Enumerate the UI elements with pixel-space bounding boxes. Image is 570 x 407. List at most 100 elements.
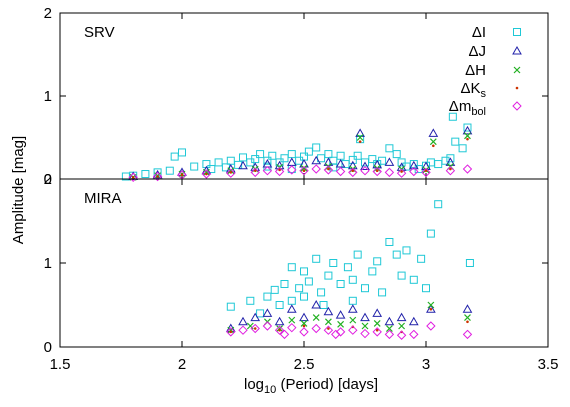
data-point-i — [312, 143, 321, 152]
legend-label-mbol: Δmbol — [449, 98, 486, 118]
data-point-j — [408, 316, 419, 326]
data-point-ks — [302, 324, 306, 328]
data-point-i — [287, 263, 296, 272]
data-point-h — [246, 322, 254, 330]
data-point-i — [324, 271, 333, 280]
data-point-h — [288, 316, 296, 324]
data-point-h — [312, 314, 320, 322]
data-point-mbol — [226, 327, 236, 337]
legend-label-j: ΔJ — [468, 43, 486, 60]
data-point-i — [392, 150, 401, 159]
data-point-mbol — [250, 167, 260, 178]
data-point-j — [299, 312, 309, 322]
data-points — [225, 200, 474, 340]
data-point-i — [239, 153, 247, 162]
data-point-h — [300, 164, 308, 172]
data-point-mbol — [274, 166, 285, 177]
data-point-i — [385, 144, 394, 153]
data-point-i — [312, 254, 321, 263]
data-point-ks — [375, 328, 379, 332]
x-axis-ticks: 1.5 2 2.5 3 3.5 — [50, 356, 559, 373]
x-tick-label: 3.5 — [538, 356, 559, 373]
data-point-mbol — [409, 329, 419, 340]
data-point-i — [226, 156, 235, 165]
data-point-i — [280, 154, 289, 163]
data-point-h — [324, 318, 332, 326]
data-point-ks — [375, 169, 379, 172]
data-point-i — [304, 277, 313, 286]
data-point-mbol — [335, 327, 346, 337]
data-point-i — [422, 284, 430, 293]
data-point-h — [300, 320, 308, 327]
data-point-h — [349, 316, 357, 324]
data-point-mbol — [462, 164, 473, 174]
data-point-j — [347, 304, 358, 313]
data-point-h — [227, 326, 235, 334]
data-point-i — [319, 301, 328, 309]
panel-label: SRV — [84, 24, 115, 41]
data-point-i — [348, 296, 357, 305]
x-tick-label: 2.5 — [294, 356, 315, 373]
data-point-h — [385, 325, 393, 332]
data-point-j — [384, 157, 395, 166]
data-point-i — [329, 259, 338, 267]
data-point-mbol — [299, 165, 309, 176]
data-point-h — [464, 314, 471, 322]
y-tick-label: 0 — [44, 171, 52, 188]
data-point-i — [287, 296, 296, 305]
data-point-i — [434, 200, 443, 209]
data-point-i — [378, 288, 387, 297]
data-point-j — [408, 160, 419, 170]
data-point-mbol — [287, 322, 297, 333]
data-point-i — [178, 148, 186, 157]
data-point-h — [464, 132, 471, 140]
data-point-i — [324, 150, 333, 159]
x-axis-label: log10 (Period) [days] — [244, 376, 378, 396]
data-point-i — [353, 250, 362, 259]
data-point-h — [202, 168, 210, 176]
data-point-mbol — [311, 323, 321, 334]
data-point-mbol — [348, 167, 358, 178]
data-point-h — [373, 320, 381, 327]
data-point-i — [451, 137, 460, 146]
data-point-mbol — [335, 166, 346, 177]
data-point-i — [226, 302, 235, 311]
y-tick-label: 1 — [44, 255, 52, 272]
data-point-mbol — [396, 330, 407, 340]
data-point-ks — [429, 307, 433, 311]
data-point-j — [286, 304, 297, 313]
data-point-i — [287, 150, 296, 159]
data-point-j — [323, 306, 334, 316]
data-point-ks — [205, 172, 208, 176]
data-point-h — [427, 301, 435, 309]
data-point-ks — [278, 168, 281, 172]
data-point-i — [392, 250, 401, 259]
data-point-j — [355, 128, 365, 137]
data-point-i — [348, 155, 357, 164]
data-point-i — [165, 166, 174, 175]
data-point-j — [428, 128, 439, 137]
data-point-ks — [358, 140, 362, 143]
data-point-h — [276, 325, 284, 332]
data-point-i — [336, 280, 345, 288]
data-point-mbol — [311, 164, 321, 174]
data-point-j — [274, 316, 285, 326]
legend-marker-mbol — [512, 101, 522, 111]
data-point-i — [426, 229, 435, 238]
data-point-ks — [229, 330, 233, 334]
data-point-j — [384, 316, 395, 326]
data-point-ks — [351, 169, 355, 172]
legend-marker-h — [513, 66, 521, 74]
data-point-ks — [253, 327, 257, 330]
panel-label: MIRA — [84, 190, 122, 207]
data-point-j — [262, 308, 273, 317]
data-point-i — [373, 257, 382, 266]
data-point-i — [256, 309, 265, 318]
data-point-j — [462, 304, 473, 313]
y-tick-label: 1 — [44, 88, 52, 105]
data-point-i — [263, 292, 272, 301]
data-point-mbol — [426, 321, 436, 331]
data-point-i — [397, 158, 406, 167]
data-point-i — [295, 284, 304, 293]
